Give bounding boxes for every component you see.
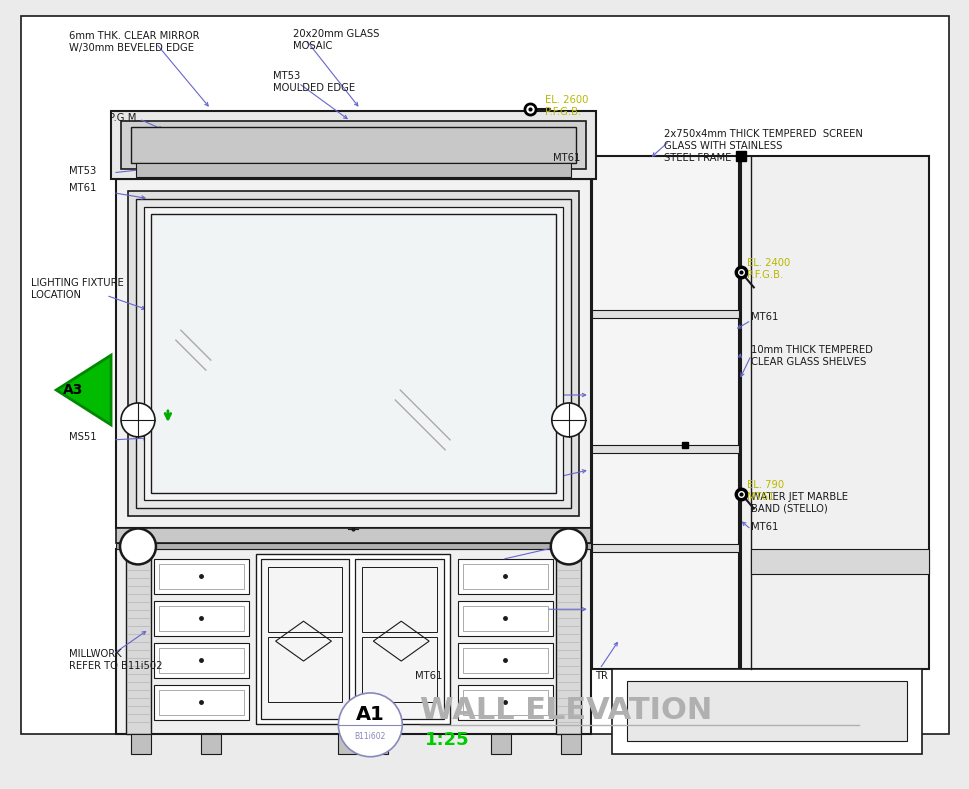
Text: 6mm THK. CLEAR MIRROR: 6mm THK. CLEAR MIRROR xyxy=(69,32,200,41)
Bar xyxy=(136,199,571,507)
Bar xyxy=(131,127,576,163)
Bar xyxy=(338,734,359,753)
Bar xyxy=(458,643,552,678)
Circle shape xyxy=(120,529,156,564)
Bar xyxy=(201,734,221,753)
Bar xyxy=(368,734,389,753)
Polygon shape xyxy=(56,355,111,425)
Text: 20x20mm GLASS: 20x20mm GLASS xyxy=(293,29,379,39)
Text: LOCATION: LOCATION xyxy=(31,290,81,301)
Circle shape xyxy=(121,403,155,437)
Circle shape xyxy=(550,529,586,564)
Bar xyxy=(159,564,243,589)
Bar xyxy=(592,310,739,318)
Bar xyxy=(556,549,580,734)
Bar xyxy=(592,156,739,669)
Bar xyxy=(463,564,547,589)
Text: MT61: MT61 xyxy=(751,312,779,322)
Bar xyxy=(121,121,585,169)
Text: EL. 2400: EL. 2400 xyxy=(747,259,791,268)
Text: EL. 2600: EL. 2600 xyxy=(545,95,588,105)
Text: MT61: MT61 xyxy=(415,671,443,681)
Bar xyxy=(362,567,437,632)
Bar xyxy=(111,111,596,179)
Text: EL. 790: EL. 790 xyxy=(747,480,784,490)
Bar xyxy=(458,685,552,720)
Bar xyxy=(131,734,151,753)
Bar xyxy=(458,559,552,594)
Circle shape xyxy=(338,693,402,757)
Bar xyxy=(592,544,739,552)
Text: MS51: MS51 xyxy=(69,432,97,442)
Bar xyxy=(627,681,907,741)
Text: P.G.M.: P.G.M. xyxy=(109,113,140,123)
Bar xyxy=(116,179,591,528)
Text: MT61: MT61 xyxy=(552,153,580,163)
Text: B11i602: B11i602 xyxy=(355,732,386,742)
Circle shape xyxy=(551,403,585,437)
Text: MT61: MT61 xyxy=(69,183,97,193)
Bar xyxy=(611,669,922,753)
Text: GLASS WITH STAINLESS: GLASS WITH STAINLESS xyxy=(665,141,783,151)
Bar xyxy=(463,606,547,631)
Text: P.F.G.B.: P.F.G.B. xyxy=(545,107,581,117)
Bar xyxy=(561,734,580,753)
Bar xyxy=(116,549,591,734)
Bar xyxy=(362,638,437,702)
Bar xyxy=(159,690,243,715)
Text: A3: A3 xyxy=(63,383,83,397)
Bar xyxy=(116,528,591,544)
Bar xyxy=(491,734,511,753)
Bar xyxy=(128,191,578,515)
Text: 1:25: 1:25 xyxy=(425,731,470,749)
Text: WALL ELEVATION: WALL ELEVATION xyxy=(421,697,712,725)
Text: WATER JET MARBLE: WATER JET MARBLE xyxy=(751,492,848,502)
Bar xyxy=(463,690,547,715)
Bar xyxy=(463,648,547,673)
Bar xyxy=(154,643,249,678)
Text: MILLWORK: MILLWORK xyxy=(69,649,122,659)
Bar xyxy=(751,549,928,574)
Bar xyxy=(154,559,249,594)
Text: MOSAIC: MOSAIC xyxy=(293,41,332,51)
Bar xyxy=(116,544,591,549)
Text: MT53: MT53 xyxy=(272,71,299,81)
Bar xyxy=(261,559,350,719)
Bar xyxy=(356,559,444,719)
Bar xyxy=(592,445,739,453)
Bar xyxy=(458,601,552,636)
Bar xyxy=(267,638,342,702)
Text: A1: A1 xyxy=(356,705,385,724)
Text: LIGHTING FIXTURE: LIGHTING FIXTURE xyxy=(31,279,124,289)
Bar xyxy=(159,606,243,631)
Text: BAND (STELLO): BAND (STELLO) xyxy=(751,503,828,514)
Text: STEEL FRAME: STEEL FRAME xyxy=(665,153,732,163)
Text: REFER TO B11i502: REFER TO B11i502 xyxy=(69,661,163,671)
Text: MT61: MT61 xyxy=(751,522,779,532)
Text: MT53: MT53 xyxy=(69,166,97,176)
Bar xyxy=(159,648,243,673)
Bar xyxy=(741,156,928,669)
Bar xyxy=(154,601,249,636)
Text: CLEAR GLASS SHELVES: CLEAR GLASS SHELVES xyxy=(751,357,866,367)
Bar xyxy=(154,685,249,720)
Bar xyxy=(267,567,342,632)
Bar xyxy=(256,555,450,724)
Text: P.F.G.B.: P.F.G.B. xyxy=(747,271,784,280)
Text: MT61: MT61 xyxy=(747,492,774,502)
Bar xyxy=(136,163,571,177)
Text: TR: TR xyxy=(595,671,608,681)
Text: W/30mm BEVELED EDGE: W/30mm BEVELED EDGE xyxy=(69,43,194,53)
Text: 2x750x4mm THICK TEMPERED  SCREEN: 2x750x4mm THICK TEMPERED SCREEN xyxy=(665,129,863,139)
Bar xyxy=(126,549,151,734)
Text: 10mm THICK TEMPERED: 10mm THICK TEMPERED xyxy=(751,345,873,355)
Text: MOULDED EDGE: MOULDED EDGE xyxy=(272,83,355,93)
Bar xyxy=(144,207,563,499)
Bar xyxy=(151,214,556,492)
